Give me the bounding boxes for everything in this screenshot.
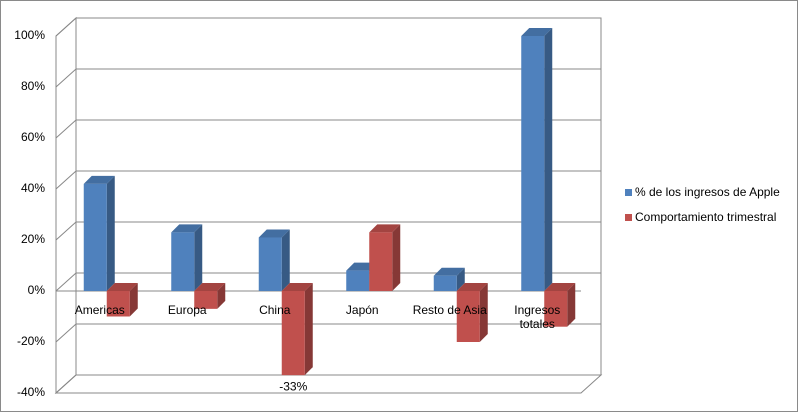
bar-top [544,283,576,291]
legend-swatch [625,214,632,221]
legend-label: % de los ingresos de Apple [635,185,780,199]
legend-label: Comportamiento trimestral [635,210,776,224]
floor [54,374,603,394]
bar-top [456,283,488,291]
bar [544,291,568,327]
bar-top [106,283,138,291]
y-tick-label: -40% [17,385,45,399]
y-tick-label: 20% [21,232,45,246]
x-tick-label: Americas [74,303,125,317]
legend-swatch [625,189,632,196]
x-tick-label: Resto de Asia [412,303,487,317]
y-tick-label: 80% [21,79,45,93]
bar-side [456,267,465,291]
y-tick-label: 0% [28,283,46,297]
bar [83,183,107,291]
bar-side [544,28,553,291]
bar-side [106,175,115,291]
bar-top [521,28,553,36]
bar-top [194,283,226,291]
side-wall [55,16,77,395]
bar [171,232,195,291]
bar-top [369,224,401,233]
bar [194,291,218,309]
bar-top [83,175,115,184]
grid-line [55,374,601,394]
y-tick-label: 40% [21,181,45,195]
bar-side [129,283,138,317]
bar [433,275,457,291]
bar-top [171,224,203,233]
bar-side [479,283,488,342]
bar-top [433,267,465,276]
bar-side [217,283,226,309]
bar-side [304,283,313,376]
grid-line [55,17,601,37]
grid-line [55,170,601,190]
grid-line [55,221,601,241]
bar-side [281,229,290,291]
bar-side [392,224,401,291]
bar-side [194,224,203,291]
y-tick-label: 60% [21,130,45,144]
bar-top [258,229,290,238]
bar-side [567,283,576,327]
value-label: -33% [279,379,307,393]
x-tick-label: Japón [345,303,379,317]
grid-line [55,68,601,88]
bar-top [281,283,313,291]
y-tick-label: 100% [14,28,45,42]
bar [456,291,480,342]
bar [258,237,282,291]
x-tick-label: Ingresos totales [514,303,561,331]
bar [346,270,370,291]
x-tick-label: Europa [167,303,207,317]
grid-line [55,323,601,343]
grid-line [55,272,601,292]
bar [281,291,305,376]
grid-line [55,119,601,139]
bar [106,291,130,317]
y-tick-label: -20% [17,334,45,348]
x-tick-label: China [259,303,291,317]
bar [521,36,545,291]
bar [369,232,393,291]
